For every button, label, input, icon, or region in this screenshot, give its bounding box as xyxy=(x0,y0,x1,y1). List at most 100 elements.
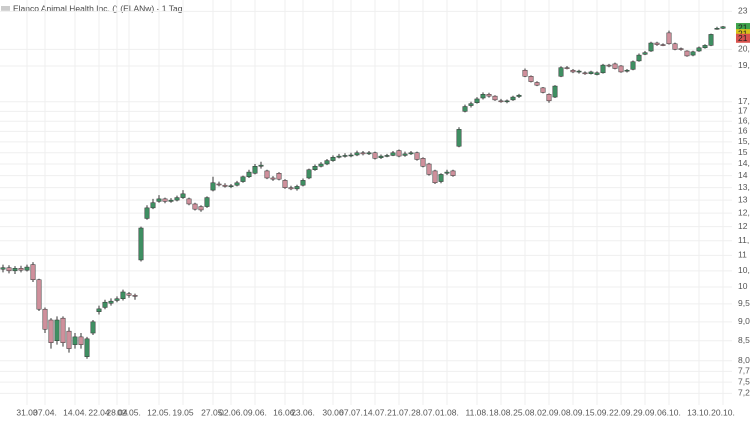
candle-body xyxy=(210,182,216,191)
y-tick-label: 12, xyxy=(738,207,750,217)
candle-body xyxy=(198,206,204,211)
candle-body xyxy=(270,177,276,180)
candle-body xyxy=(576,70,582,73)
x-tick-label: 08.09. xyxy=(561,407,585,417)
y-tick-label: 11 xyxy=(738,250,747,260)
y-tick-label: 14, xyxy=(738,158,750,168)
x-tick-label: 02.05. xyxy=(117,407,141,417)
candle-body xyxy=(162,198,168,202)
candle-body xyxy=(462,106,468,112)
candle-body xyxy=(630,61,636,70)
candle-body xyxy=(78,336,84,345)
candle-body xyxy=(342,155,348,157)
y-tick-label: 15 xyxy=(738,147,748,157)
x-tick-label: 25.08. xyxy=(513,407,537,417)
candle-body xyxy=(12,268,18,272)
x-tick-label: 14.07. xyxy=(363,407,387,417)
candle-body xyxy=(594,72,600,75)
candle-body xyxy=(432,170,438,184)
candle-body xyxy=(624,69,630,72)
y-tick-label: 7,5 xyxy=(738,376,750,386)
candle-body xyxy=(606,64,612,67)
candle-body xyxy=(504,100,510,103)
candle-body xyxy=(696,47,702,52)
y-tick-label: 23 xyxy=(738,6,748,16)
candle-body xyxy=(90,321,96,334)
price-tag xyxy=(736,23,750,33)
y-tick-label: 8,5 xyxy=(738,335,750,345)
candle-body xyxy=(138,227,144,261)
y-tick-label: 10 xyxy=(738,281,748,291)
candle-body xyxy=(702,45,708,49)
x-tick-label: 14.04. xyxy=(63,407,87,417)
candle-body xyxy=(480,94,486,99)
candle-body xyxy=(288,187,294,190)
candle-body xyxy=(294,186,300,190)
candle-body xyxy=(456,129,462,147)
candle-body xyxy=(264,170,270,179)
candle-body xyxy=(84,338,90,357)
price-tag xyxy=(736,29,750,39)
x-tick-label: 01.08. xyxy=(435,407,459,417)
grid xyxy=(0,0,732,405)
x-tick-label: 27.05. xyxy=(201,407,225,417)
candle-body xyxy=(6,267,12,272)
candles xyxy=(0,26,726,359)
candle-body xyxy=(588,71,594,74)
candle-body xyxy=(678,48,684,50)
candle-body xyxy=(390,152,396,156)
x-tick-label: 21.07. xyxy=(387,407,411,417)
candle-body xyxy=(222,184,228,187)
candle-body xyxy=(402,153,408,156)
candle-body xyxy=(204,197,210,207)
candle-body xyxy=(396,150,402,157)
candle-body xyxy=(216,183,222,186)
candle-body xyxy=(330,156,336,161)
candle-body xyxy=(156,198,162,202)
y-tick-label: 12 xyxy=(738,221,748,231)
candle-body xyxy=(612,63,618,69)
y-tick-label: 13, xyxy=(738,182,750,192)
x-tick-label: 15.09. xyxy=(585,407,609,417)
candle-body xyxy=(366,152,372,155)
candle-body xyxy=(300,180,306,186)
candle-body xyxy=(18,268,24,271)
candle-body xyxy=(438,174,444,182)
y-tick-label: 9,0 xyxy=(738,316,750,326)
candle-body xyxy=(654,42,660,45)
candle-body xyxy=(276,173,282,180)
candle-body xyxy=(318,163,324,167)
candle-body xyxy=(66,330,72,349)
candle-body xyxy=(546,94,552,102)
candle-body xyxy=(252,166,258,174)
x-tick-label: 30.06 xyxy=(322,407,344,417)
candle-body xyxy=(522,69,528,77)
x-tick-label: 18.08. xyxy=(489,407,513,417)
candle-body xyxy=(180,193,186,198)
x-tick-label: 23.06. xyxy=(291,407,315,417)
candle-body xyxy=(312,166,318,171)
candle-body xyxy=(684,50,690,57)
candle-body xyxy=(348,154,354,157)
y-tick-label: 16, xyxy=(738,115,750,125)
y-tick-label: 15, xyxy=(738,136,750,146)
candle-body xyxy=(384,155,390,157)
y-tick-label: 16 xyxy=(738,126,748,136)
candle-body xyxy=(378,155,384,158)
price-tag xyxy=(736,33,750,43)
candle-body xyxy=(444,171,450,174)
candle-body xyxy=(234,182,240,186)
y-tick-label: 13 xyxy=(738,194,748,204)
candle-body xyxy=(24,266,30,271)
candle-body xyxy=(48,319,54,343)
y-tick-label: 17 xyxy=(738,106,748,116)
x-tick-label: 06.10. xyxy=(657,407,681,417)
y-tick-label: 19, xyxy=(738,60,750,70)
x-tick-label: 07.07. xyxy=(339,407,363,417)
candle-body xyxy=(360,152,366,155)
candle-body xyxy=(0,267,6,270)
y-tick-label: 9,5 xyxy=(738,298,750,308)
candle-body xyxy=(714,28,720,30)
candle-body xyxy=(492,95,498,101)
